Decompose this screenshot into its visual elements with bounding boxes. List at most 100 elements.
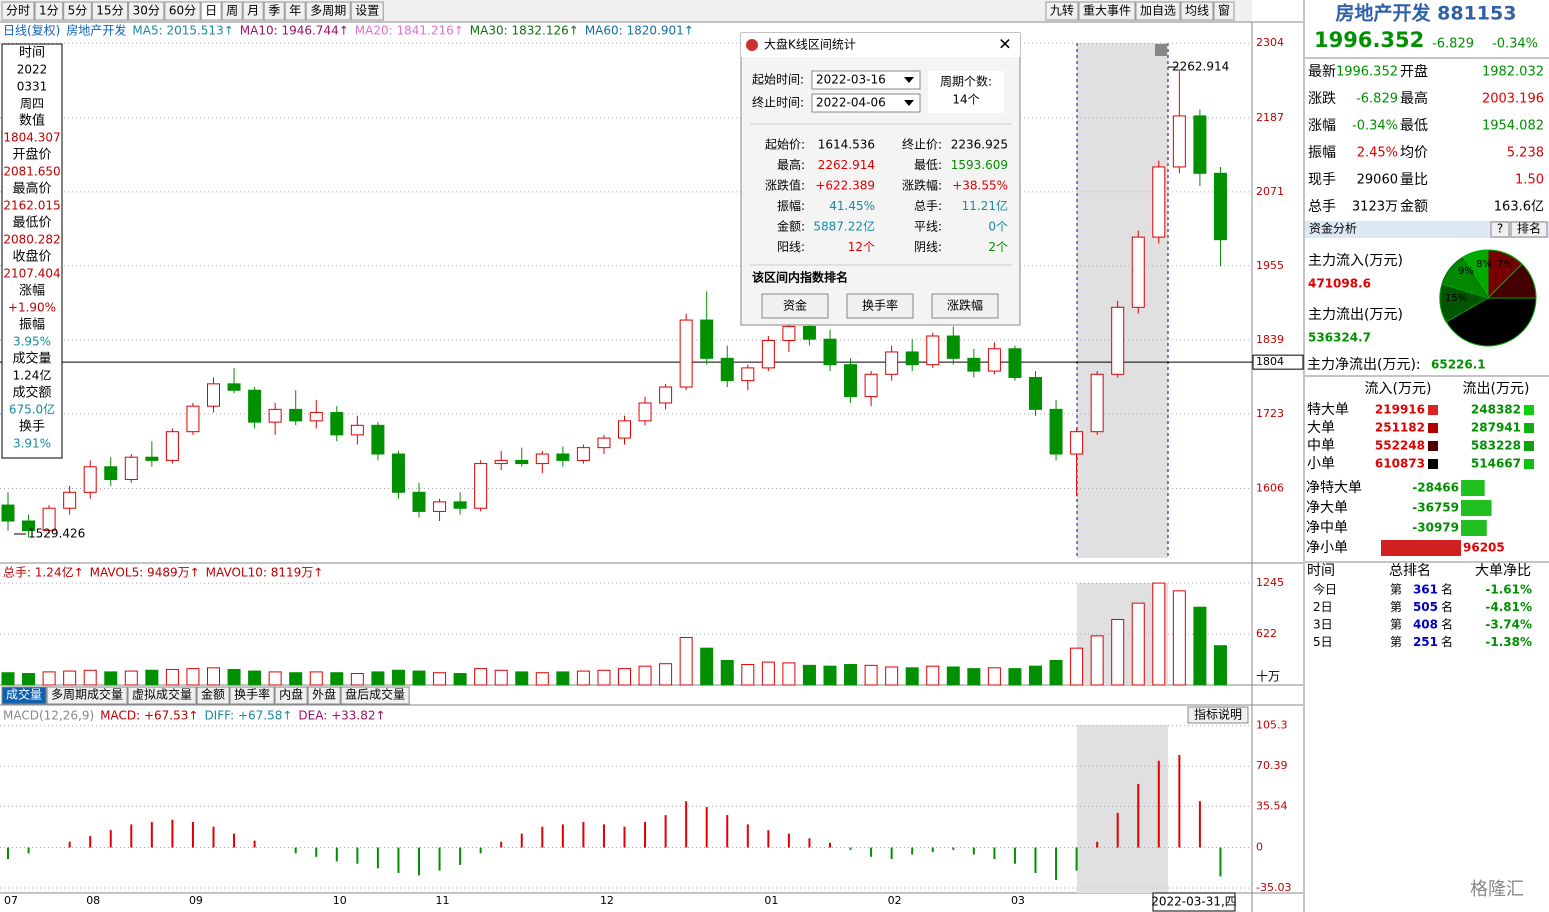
tab-label[interactable]: 内盘 bbox=[279, 687, 303, 702]
toolbar-button[interactable]: 九转 bbox=[1050, 3, 1074, 18]
toolbar-button[interactable]: 周 bbox=[226, 4, 238, 18]
tab[interactable] bbox=[307, 686, 341, 705]
toolbar-button[interactable]: 窗 bbox=[1218, 4, 1230, 18]
volume-bar bbox=[720, 659, 734, 686]
toolbar-button[interactable]: 设置 bbox=[355, 4, 379, 18]
indicator-help-button[interactable] bbox=[1187, 706, 1249, 724]
rank: 排名 bbox=[1517, 221, 1541, 236]
stat-value: 1614.536 bbox=[818, 138, 875, 152]
toolbar-button[interactable]: 5分 bbox=[68, 4, 88, 18]
rank-period: 5日 bbox=[1313, 635, 1333, 649]
section-title: 资金分析 bbox=[1309, 221, 1357, 236]
tab-label[interactable]: 换手率 bbox=[234, 687, 270, 702]
flow-swatch bbox=[1524, 405, 1534, 415]
net-label: 净小单 bbox=[1306, 540, 1348, 556]
tab-label[interactable]: 金额 bbox=[201, 687, 225, 702]
toolbar-button[interactable]: 1分 bbox=[39, 4, 59, 18]
indicator-label: MA10: 1946.744↑ bbox=[240, 24, 349, 38]
tab-label[interactable]: 盘后成交量 bbox=[345, 687, 405, 702]
candle-body bbox=[165, 431, 179, 461]
close-selection[interactable] bbox=[1155, 44, 1167, 56]
help-button[interactable] bbox=[1490, 221, 1510, 238]
tab[interactable] bbox=[274, 686, 308, 705]
x-tick-label: 10 bbox=[333, 894, 347, 907]
tab[interactable] bbox=[127, 686, 197, 705]
rank-header: 总排名 bbox=[1389, 563, 1431, 579]
dialog-button[interactable] bbox=[761, 293, 829, 319]
help: ? bbox=[1497, 222, 1503, 236]
info-value: 2022 bbox=[17, 63, 48, 77]
stat-label: 最高: bbox=[777, 157, 805, 172]
volume-bar bbox=[864, 664, 878, 686]
quote-label: 涨跌 bbox=[1308, 91, 1336, 107]
volume-bar bbox=[679, 637, 693, 686]
y-tick-label: 1839 bbox=[1256, 333, 1284, 346]
tab[interactable] bbox=[1, 686, 47, 705]
tab-label[interactable]: 成交量 bbox=[6, 687, 42, 702]
tab-label[interactable]: 外盘 bbox=[312, 687, 336, 702]
toolbar-button[interactable]: 多周期 bbox=[310, 4, 346, 18]
toolbar-button[interactable]: 均线 bbox=[1185, 4, 1209, 18]
end-date-select[interactable] bbox=[811, 93, 921, 113]
dialog-button[interactable] bbox=[931, 293, 999, 319]
start-date-select[interactable] bbox=[811, 70, 921, 90]
volume-bar bbox=[535, 672, 549, 686]
toolbar-button[interactable]: 月 bbox=[247, 4, 259, 18]
x-tick-label: 08 bbox=[86, 894, 100, 907]
stat-value: 41.45% bbox=[829, 199, 875, 213]
volume-bar bbox=[371, 671, 385, 686]
toolbar-button[interactable]: 重大事件 bbox=[1083, 4, 1131, 18]
y-tick-label: 1955 bbox=[1256, 259, 1284, 272]
toolbar-button[interactable]: 60分 bbox=[169, 4, 196, 18]
volume-bar bbox=[802, 664, 816, 686]
volume-bar bbox=[885, 666, 899, 686]
period-label: 周期个数: bbox=[940, 74, 992, 89]
toolbar-button[interactable]: 年 bbox=[289, 4, 301, 18]
high-annotation: 2262.914 bbox=[1172, 60, 1229, 74]
volume-bar bbox=[330, 672, 344, 686]
pie-slice bbox=[1486, 263, 1537, 299]
tab[interactable] bbox=[229, 686, 275, 705]
stat-label: 金额: bbox=[777, 219, 805, 234]
x-tick-label: 07 bbox=[4, 894, 18, 907]
tab-label[interactable]: 多周期成交量 bbox=[51, 687, 123, 702]
y-tick-label: 35.54 bbox=[1256, 799, 1288, 812]
toolbar-button[interactable]: 分时 bbox=[6, 4, 30, 18]
dialog-close[interactable]: ✕ bbox=[998, 35, 1011, 54]
start-date: 2022-03-16 bbox=[816, 73, 886, 87]
toolbar-button[interactable]: 日 bbox=[205, 4, 217, 18]
rank-button[interactable] bbox=[1510, 221, 1548, 238]
candle-body bbox=[823, 338, 837, 366]
indicator-label: MAVOL10: 8119万↑ bbox=[206, 566, 324, 580]
candle-body bbox=[1172, 115, 1186, 168]
candle-body bbox=[453, 501, 467, 509]
toolbar-button[interactable]: 加自选 bbox=[1140, 4, 1176, 18]
tab[interactable] bbox=[46, 686, 128, 705]
tab[interactable] bbox=[196, 686, 230, 705]
quote-label: 开盘 bbox=[1400, 63, 1428, 80]
candle-body bbox=[535, 453, 549, 465]
inflow-label: 主力流入(万元) bbox=[1308, 253, 1403, 269]
dialog-button[interactable] bbox=[846, 293, 914, 319]
toolbar-button[interactable]: 季 bbox=[268, 4, 280, 18]
info-label: 时间 bbox=[19, 46, 45, 61]
volume-bar bbox=[350, 673, 364, 686]
net-value: -36759 bbox=[1412, 501, 1459, 515]
volume-bar bbox=[248, 670, 262, 686]
toolbar-button[interactable]: 30分 bbox=[133, 4, 160, 18]
info-label: 最低价 bbox=[12, 216, 51, 231]
net-outflow: 65226.1 bbox=[1431, 358, 1486, 372]
volume-bar bbox=[761, 661, 775, 686]
info-value: 1804.307 bbox=[3, 131, 60, 145]
rank-ratio: -1.38% bbox=[1485, 635, 1532, 649]
candle-body bbox=[946, 335, 960, 359]
toolbar-button[interactable]: 15分 bbox=[96, 4, 123, 18]
info-value: 2162.015 bbox=[3, 199, 60, 213]
tab-label[interactable]: 虚拟成交量 bbox=[132, 687, 192, 702]
rank-pre: 第 bbox=[1390, 600, 1402, 614]
volume-bar bbox=[412, 670, 426, 686]
toolbar-frame bbox=[284, 1, 306, 21]
volume-bar bbox=[165, 668, 179, 686]
tab[interactable] bbox=[340, 686, 410, 705]
volume-bar bbox=[494, 669, 508, 686]
